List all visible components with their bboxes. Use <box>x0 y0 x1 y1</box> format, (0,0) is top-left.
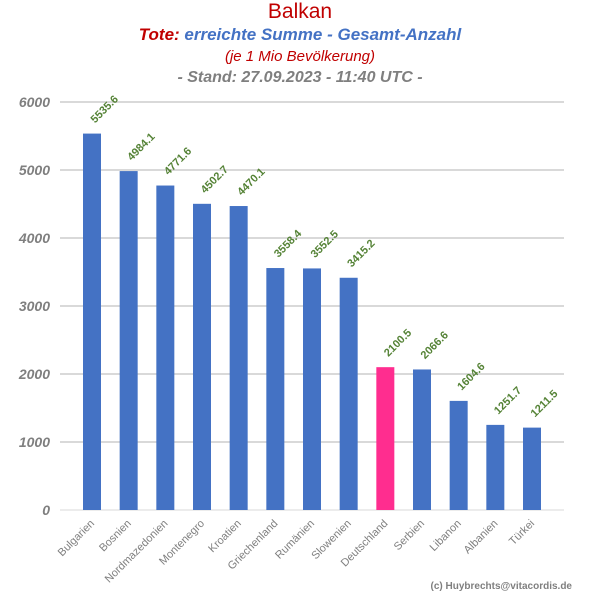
x-tick-label: Libanon <box>428 518 464 554</box>
data-label: 5535.6 <box>89 93 121 125</box>
chart-subtitle: Tote: erreichte Summe - Gesamt-Anzahl <box>0 25 600 45</box>
data-label: 3558.4 <box>272 227 305 260</box>
subtitle-prefix: Tote: <box>138 25 180 44</box>
x-tick-label: Türkei <box>507 518 537 548</box>
bar <box>229 206 248 510</box>
data-label: 2066.6 <box>419 329 451 361</box>
bar <box>449 400 468 510</box>
bar <box>376 367 395 510</box>
bar <box>339 277 358 510</box>
y-tick-label: 3000 <box>19 298 50 314</box>
data-label: 4502.7 <box>199 164 231 196</box>
data-label: 4984.1 <box>125 131 157 163</box>
x-tick-label: Serbien <box>392 518 427 553</box>
bar <box>119 171 138 510</box>
data-label: 4771.6 <box>162 145 194 177</box>
data-label: 1211.5 <box>529 388 561 420</box>
chart-title: Balkan <box>267 0 333 23</box>
x-tick-label: Bosnien <box>97 518 134 555</box>
y-tick-label: 0 <box>42 502 50 518</box>
x-tick-label: Nordmazedonien <box>103 518 171 586</box>
bar <box>193 203 211 510</box>
bar <box>83 133 101 510</box>
credit: (c) Huybrechts@vitacordis.de <box>430 581 572 592</box>
bar <box>486 424 505 510</box>
bar <box>523 427 541 510</box>
x-tick-label: Bulgarien <box>56 518 97 559</box>
bar <box>156 185 175 511</box>
data-label: 3415.2 <box>345 238 377 270</box>
y-tick-label: 6000 <box>19 94 50 110</box>
x-tick-label: Albanien <box>462 518 501 557</box>
subtitle-main: erreichte Summe - Gesamt-Anzahl <box>179 25 462 44</box>
chart-date: - Stand: 27.09.2023 - 11:40 UTC - <box>177 69 423 86</box>
bar <box>266 268 285 510</box>
y-tick-label: 5000 <box>19 162 50 178</box>
data-label: 1604.6 <box>455 361 487 393</box>
data-label: 1251.7 <box>492 385 524 417</box>
data-label: 2100.5 <box>382 327 414 359</box>
y-tick-label: 2000 <box>18 366 50 382</box>
chart-subtitle-2: (je 1 Mio Bevölkerung) <box>224 48 376 65</box>
y-tick-label: 4000 <box>18 230 50 246</box>
y-tick-label: 1000 <box>19 434 50 450</box>
data-label: 3552.5 <box>309 228 341 260</box>
bar <box>303 268 321 510</box>
x-tick-label: Kroatien <box>206 518 243 555</box>
bar <box>413 369 431 510</box>
